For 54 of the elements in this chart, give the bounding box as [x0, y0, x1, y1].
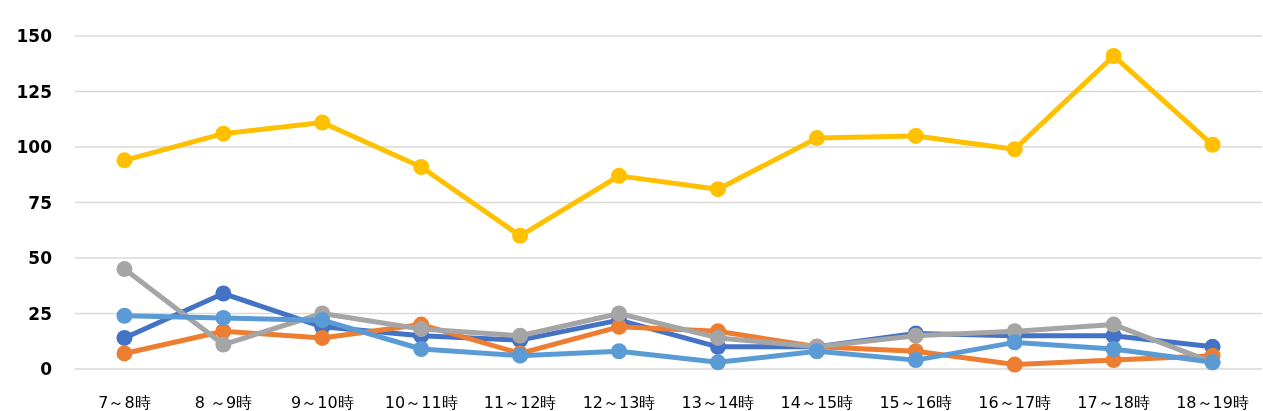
point	[611, 305, 628, 322]
x-tick-label: 8 ～9時	[194, 393, 253, 411]
point	[116, 345, 133, 362]
point	[709, 181, 726, 198]
y-tick-label: 0	[40, 359, 53, 379]
point	[314, 114, 331, 131]
y-tick-label: 75	[28, 192, 52, 213]
point	[907, 127, 924, 144]
point	[116, 261, 133, 278]
x-tick-label: 16～17時	[978, 393, 1052, 411]
point	[116, 152, 133, 169]
point	[215, 309, 232, 326]
point	[512, 327, 529, 344]
x-tick-label: 10～11時	[384, 393, 458, 411]
point	[1006, 356, 1023, 373]
point	[1105, 47, 1122, 64]
point	[611, 343, 628, 360]
y-tick-label: 125	[16, 81, 52, 102]
point	[808, 343, 825, 360]
point	[709, 329, 726, 346]
point	[611, 167, 628, 184]
point	[709, 354, 726, 371]
point	[808, 130, 825, 147]
x-tick-label: 14～15時	[780, 393, 854, 411]
point	[611, 318, 628, 335]
point	[314, 329, 331, 346]
point	[907, 352, 924, 369]
x-tick-label: 9～10時	[291, 393, 354, 411]
y-tick-label: 150	[16, 26, 53, 46]
point	[413, 158, 430, 175]
x-tick-label: 13～14時	[681, 393, 755, 411]
point	[215, 285, 232, 302]
y-tick-label: 25	[28, 303, 52, 324]
point	[116, 307, 133, 324]
x-tick-label: 17～18時	[1077, 393, 1150, 411]
point	[1006, 334, 1023, 351]
y-tick-label: 50	[28, 248, 53, 268]
x-tick-label: 12～13時	[582, 393, 656, 411]
point	[1105, 341, 1122, 358]
x-tick-label: 18～19時	[1176, 393, 1249, 411]
point	[1204, 136, 1221, 153]
y-tick-label: 100	[16, 137, 53, 157]
point	[215, 125, 232, 142]
point	[215, 336, 232, 353]
point	[512, 227, 529, 244]
x-tick-label: 15～16時	[879, 393, 953, 411]
x-tick-label: 7～8時	[98, 393, 151, 411]
point	[1105, 316, 1122, 333]
point	[314, 312, 331, 329]
x-tick-label: 11～12時	[483, 393, 557, 411]
point	[116, 329, 133, 346]
point	[413, 341, 430, 358]
point	[1006, 141, 1023, 158]
point	[413, 321, 430, 338]
